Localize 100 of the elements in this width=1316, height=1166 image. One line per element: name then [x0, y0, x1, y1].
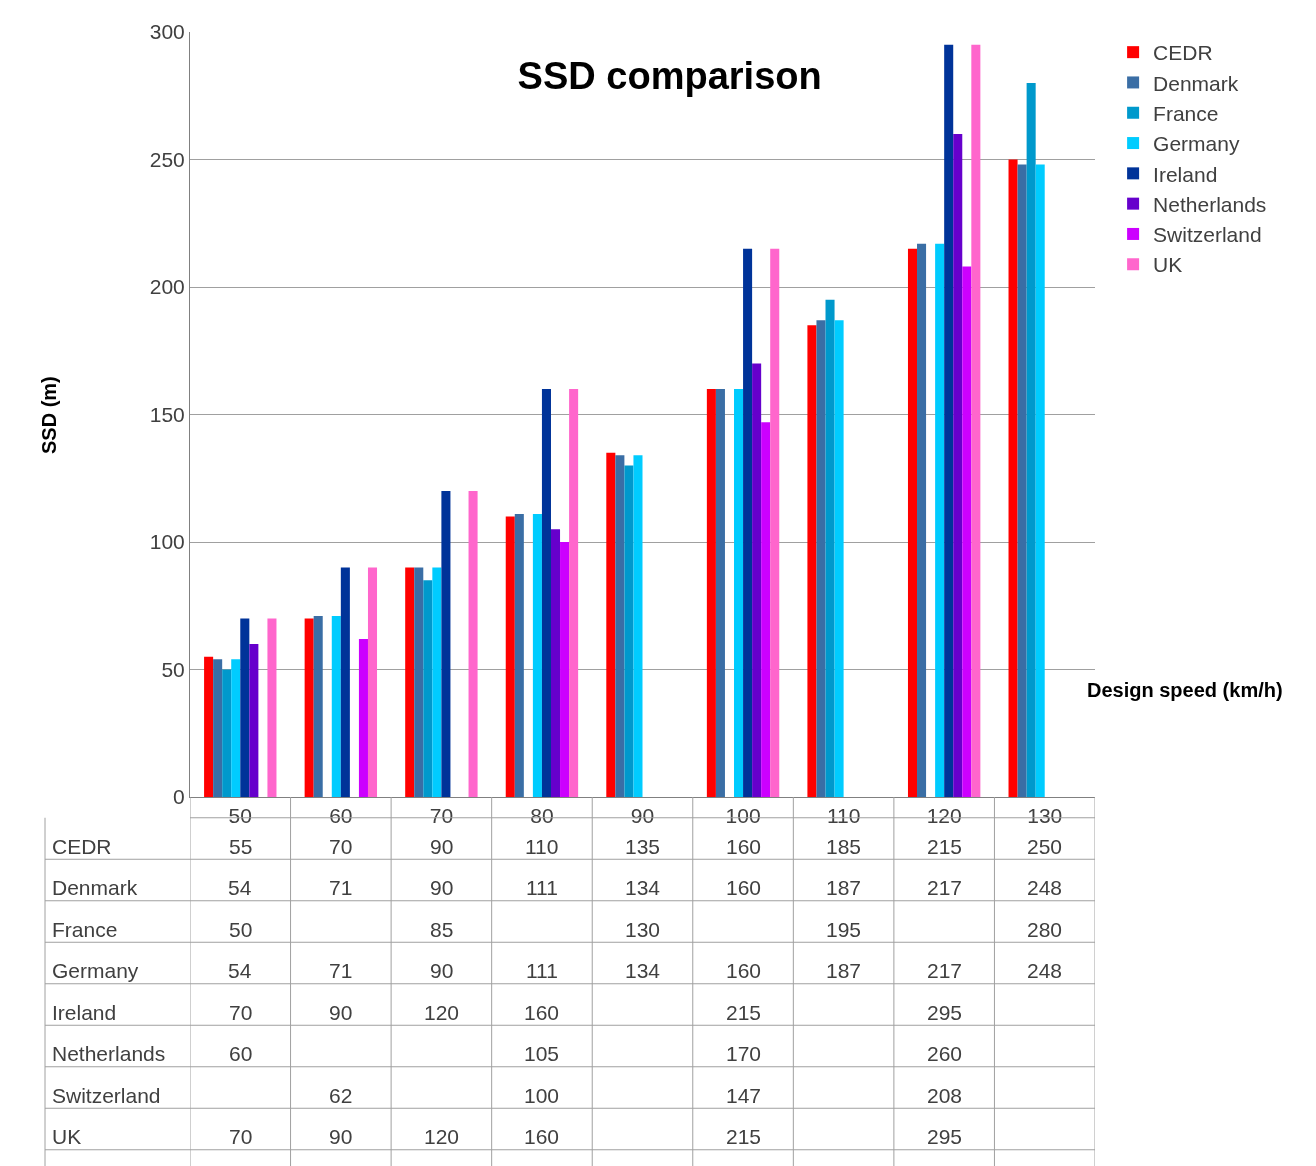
bar	[633, 455, 643, 797]
bar	[240, 618, 250, 797]
x-tick-label: 80	[530, 804, 554, 828]
x-axis-title: Design speed (km/h)	[1087, 679, 1283, 701]
y-tick-label: 50	[161, 657, 185, 681]
data-label: 90	[329, 1125, 353, 1148]
data-label: 134	[625, 959, 661, 982]
bar	[532, 513, 542, 797]
data-label: 280	[1027, 918, 1063, 941]
data-label: 50	[229, 918, 253, 941]
data-label: 147	[726, 1084, 762, 1107]
y-tick-label: 0	[173, 785, 185, 809]
data-label: 248	[1027, 876, 1063, 899]
bar	[414, 567, 424, 797]
bar	[231, 659, 241, 797]
legend-label: Germany	[1153, 132, 1240, 156]
text: UK	[52, 1125, 82, 1148]
bar	[432, 567, 442, 797]
x-tick-label: 110	[826, 804, 861, 828]
bar	[514, 513, 524, 797]
bar	[331, 615, 341, 797]
bar	[606, 452, 616, 797]
data-label: 208	[927, 1084, 963, 1107]
data-label: 70	[229, 1001, 253, 1024]
data-label: 54	[228, 876, 252, 899]
bar	[971, 44, 981, 797]
data-label: 110	[525, 835, 559, 858]
legend-label: UK	[1153, 253, 1183, 277]
data-label: 134	[625, 876, 661, 899]
data-label: 120	[424, 1001, 460, 1024]
data-label: 55	[229, 835, 253, 858]
bar	[770, 248, 780, 797]
y-tick-label: 100	[149, 530, 185, 554]
bar	[468, 491, 478, 797]
bar	[358, 638, 368, 797]
bar	[367, 567, 378, 797]
data-label: 187	[826, 959, 862, 982]
y-tick-label: 250	[149, 147, 185, 171]
bar	[267, 618, 277, 797]
data-label: 85	[430, 918, 454, 941]
bar	[953, 134, 963, 797]
bar	[441, 491, 451, 797]
text: Switzerland	[52, 1084, 161, 1107]
data-label: 248	[1027, 959, 1063, 982]
bar	[706, 389, 716, 797]
data-label: 185	[826, 835, 862, 858]
bar	[560, 542, 570, 797]
data-label: 71	[329, 959, 353, 982]
bar	[834, 320, 844, 797]
data-label: 215	[726, 1001, 762, 1024]
bar	[313, 615, 323, 797]
x-tick-label: 50	[228, 804, 252, 828]
bar	[204, 656, 214, 797]
bar	[761, 422, 771, 797]
data-label: 250	[1027, 835, 1063, 858]
text: Denmark	[52, 876, 138, 899]
data-label: 295	[927, 1001, 963, 1024]
y-tick-label: 200	[149, 275, 185, 299]
bar	[615, 455, 625, 797]
text: Germany	[52, 959, 139, 982]
y-tick-label: 300	[149, 20, 185, 44]
bar	[962, 266, 972, 797]
text: Netherlands	[52, 1042, 166, 1065]
text: SSD comparison	[517, 55, 822, 98]
data-label: 217	[927, 959, 963, 982]
data-label: 71	[329, 876, 353, 899]
legend-label: Netherlands	[1153, 192, 1267, 216]
bar	[249, 644, 259, 797]
bar	[213, 659, 223, 797]
bar	[734, 389, 744, 797]
bar	[907, 248, 918, 797]
y-axis-title: SSD (m)	[38, 376, 60, 454]
legend-label: Ireland	[1153, 162, 1218, 186]
data-label: 90	[430, 835, 454, 858]
bar	[340, 567, 350, 797]
bar	[624, 465, 634, 797]
x-tick-label: 90	[630, 804, 655, 828]
bar	[743, 248, 753, 797]
text: France	[52, 918, 118, 941]
data-label: 54	[228, 959, 252, 982]
legend-label: France	[1153, 101, 1219, 125]
bar	[816, 320, 826, 797]
bar	[807, 325, 817, 797]
bar	[222, 669, 232, 797]
data-label: 135	[625, 835, 661, 858]
legend-label: Denmark	[1153, 71, 1239, 95]
bar	[715, 389, 725, 797]
data-label: 160	[726, 959, 762, 982]
bar	[550, 529, 561, 797]
x-tick-label: 120	[926, 804, 962, 828]
data-label: 70	[229, 1125, 253, 1148]
bar	[752, 363, 762, 797]
bar	[405, 567, 415, 797]
data-label: 105	[524, 1042, 560, 1065]
data-label: 160	[726, 876, 762, 899]
bar	[1017, 164, 1027, 797]
data-label: 170	[726, 1042, 762, 1065]
data-label: 90	[430, 876, 454, 899]
x-tick-label: 70	[429, 804, 454, 828]
x-tick-label: 130	[1027, 804, 1063, 828]
